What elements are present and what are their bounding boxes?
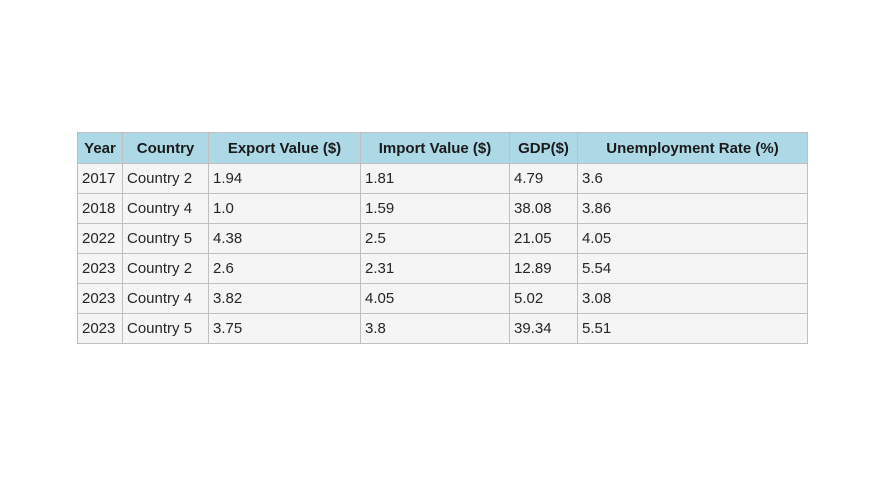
cell-country: Country 5 (122, 313, 209, 344)
table-row: 2017 Country 2 1.94 1.81 4.79 3.6 (77, 163, 808, 194)
cell-export-value: 3.75 (208, 313, 361, 344)
table-body: 2017 Country 2 1.94 1.81 4.79 3.6 2018 C… (77, 163, 808, 344)
cell-gdp: 5.02 (509, 283, 578, 314)
header-export-value: Export Value ($) (208, 132, 361, 164)
cell-year: 2018 (77, 193, 123, 224)
cell-country: Country 2 (122, 253, 209, 284)
table-row: 2022 Country 5 4.38 2.5 21.05 4.05 (77, 223, 808, 254)
table-row: 2023 Country 4 3.82 4.05 5.02 3.08 (77, 283, 808, 314)
cell-unemployment-rate: 5.54 (577, 253, 808, 284)
cell-gdp: 39.34 (509, 313, 578, 344)
cell-gdp: 38.08 (509, 193, 578, 224)
cell-export-value: 4.38 (208, 223, 361, 254)
cell-import-value: 2.5 (360, 223, 510, 254)
cell-import-value: 2.31 (360, 253, 510, 284)
cell-gdp: 21.05 (509, 223, 578, 254)
cell-country: Country 2 (122, 163, 209, 194)
cell-import-value: 4.05 (360, 283, 510, 314)
cell-import-value: 3.8 (360, 313, 510, 344)
cell-year: 2023 (77, 283, 123, 314)
cell-export-value: 2.6 (208, 253, 361, 284)
table-header-row: Year Country Export Value ($) Import Val… (77, 132, 808, 164)
table-row: 2018 Country 4 1.0 1.59 38.08 3.86 (77, 193, 808, 224)
cell-country: Country 5 (122, 223, 209, 254)
cell-export-value: 1.94 (208, 163, 361, 194)
cell-unemployment-rate: 3.6 (577, 163, 808, 194)
header-gdp: GDP($) (509, 132, 578, 164)
cell-unemployment-rate: 5.51 (577, 313, 808, 344)
cell-export-value: 1.0 (208, 193, 361, 224)
header-year: Year (77, 132, 123, 164)
cell-export-value: 3.82 (208, 283, 361, 314)
cell-country: Country 4 (122, 283, 209, 314)
cell-gdp: 12.89 (509, 253, 578, 284)
cell-unemployment-rate: 3.86 (577, 193, 808, 224)
header-country: Country (122, 132, 209, 164)
cell-country: Country 4 (122, 193, 209, 224)
cell-unemployment-rate: 3.08 (577, 283, 808, 314)
header-import-value: Import Value ($) (360, 132, 510, 164)
cell-gdp: 4.79 (509, 163, 578, 194)
table-row: 2023 Country 2 2.6 2.31 12.89 5.54 (77, 253, 808, 284)
data-table: Year Country Export Value ($) Import Val… (77, 132, 808, 344)
cell-year: 2017 (77, 163, 123, 194)
cell-import-value: 1.81 (360, 163, 510, 194)
table-row: 2023 Country 5 3.75 3.8 39.34 5.51 (77, 313, 808, 344)
header-unemployment-rate: Unemployment Rate (%) (577, 132, 808, 164)
cell-year: 2023 (77, 313, 123, 344)
cell-import-value: 1.59 (360, 193, 510, 224)
cell-unemployment-rate: 4.05 (577, 223, 808, 254)
cell-year: 2023 (77, 253, 123, 284)
cell-year: 2022 (77, 223, 123, 254)
